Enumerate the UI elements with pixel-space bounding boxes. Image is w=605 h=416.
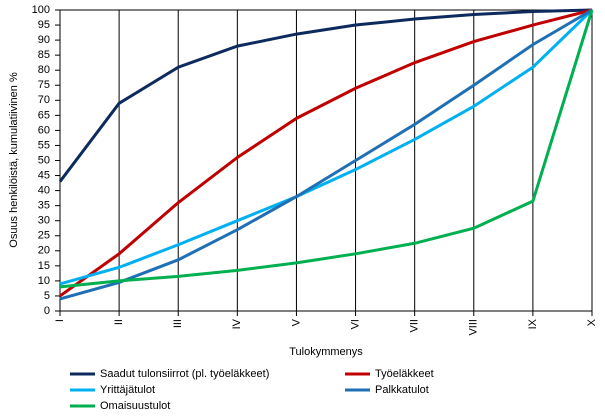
x-tick-label: VIII <box>468 319 480 336</box>
y-tick-label: 95 <box>38 19 50 31</box>
y-tick-label: 35 <box>38 200 50 212</box>
legend-label: Työeläkkeet <box>375 368 434 380</box>
y-tick-label: 60 <box>38 124 50 136</box>
x-tick-label: X <box>586 318 598 326</box>
y-tick-label: 50 <box>38 154 50 166</box>
y-tick-label: 85 <box>38 49 50 61</box>
legend-label: Saadut tulonsiirrot (pl. työeläkkeet) <box>100 368 269 380</box>
y-tick-label: 25 <box>38 230 50 242</box>
y-tick-label: 75 <box>38 79 50 91</box>
x-axis-label: Tulokymmenys <box>289 346 363 358</box>
y-tick-label: 90 <box>38 34 50 46</box>
x-tick-label: I <box>54 319 66 322</box>
y-tick-label: 5 <box>44 290 50 302</box>
y-tick-label: 65 <box>38 109 50 121</box>
y-axis-label: Osuus henkilöistä, kumulatiivinen % <box>8 72 20 248</box>
x-tick-label: II <box>113 319 125 325</box>
series-line <box>58 8 593 183</box>
legend-label: Yrittäjätulot <box>100 384 155 396</box>
x-tick-label: VI <box>349 319 361 329</box>
series-line <box>59 8 593 298</box>
y-tick-label: 70 <box>38 94 50 106</box>
y-tick-label: 55 <box>38 139 50 151</box>
y-tick-label: 20 <box>38 245 50 257</box>
series-line <box>59 8 594 286</box>
x-tick-label: IV <box>231 318 243 329</box>
y-tick-label: 0 <box>44 305 50 317</box>
x-tick-label: V <box>290 318 302 326</box>
y-tick-label: 45 <box>38 169 50 181</box>
legend-label: Palkkatulot <box>375 384 429 396</box>
legend-label: Omaisuustulot <box>100 400 170 412</box>
y-tick-label: 40 <box>38 185 50 197</box>
series-line <box>59 8 593 301</box>
x-tick-label: III <box>172 319 184 328</box>
x-tick-label: IX <box>527 318 539 329</box>
y-tick-label: 15 <box>38 260 50 272</box>
y-tick-label: 10 <box>38 275 50 287</box>
y-tick-label: 100 <box>32 4 50 16</box>
series-line <box>59 9 594 289</box>
y-tick-label: 30 <box>38 215 50 227</box>
plot-area <box>59 9 593 312</box>
y-tick-label: 80 <box>38 64 50 76</box>
x-tick-label: VII <box>409 319 421 332</box>
